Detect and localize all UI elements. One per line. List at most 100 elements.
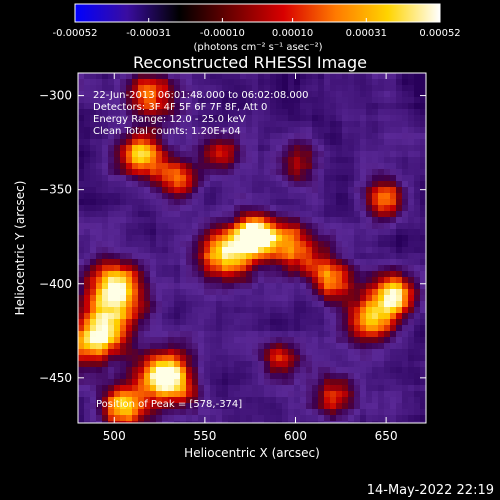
heatmap-cell [342, 361, 349, 368]
heatmap-cell [138, 181, 145, 188]
heatmap-cell [180, 325, 187, 332]
heatmap-cell [372, 157, 379, 164]
heatmap-cell [96, 175, 103, 182]
heatmap-cell [264, 307, 271, 314]
heatmap-cell [420, 373, 426, 380]
heatmap-cell [372, 97, 379, 104]
heatmap-cell [96, 295, 103, 302]
heatmap-cell [186, 187, 193, 194]
heatmap-cell [180, 157, 187, 164]
heatmap-cell [126, 187, 133, 194]
heatmap-cell [84, 289, 91, 296]
heatmap-cell [318, 331, 325, 338]
heatmap-cell [198, 97, 205, 104]
heatmap-cell [234, 337, 241, 344]
heatmap-cell [174, 343, 181, 350]
heatmap-cell [384, 277, 391, 284]
heatmap-cell [222, 115, 229, 122]
heatmap-cell [354, 367, 361, 374]
heatmap-cell [336, 373, 343, 380]
heatmap-cell [354, 361, 361, 368]
heatmap-cell [102, 385, 109, 392]
heatmap-cell [324, 349, 331, 356]
heatmap-cell [384, 379, 391, 386]
heatmap-cell [138, 205, 145, 212]
heatmap-cell [186, 211, 193, 218]
heatmap-cell [348, 211, 355, 218]
heatmap-cell [276, 415, 283, 422]
heatmap-cell [180, 271, 187, 278]
heatmap-cell [120, 199, 127, 206]
heatmap-cell [222, 277, 229, 284]
heatmap-cell [150, 235, 157, 242]
heatmap-cell [192, 355, 199, 362]
heatmap-cell [318, 409, 325, 416]
heatmap-cell [246, 277, 253, 284]
heatmap-cell [186, 301, 193, 308]
heatmap-cell [162, 169, 169, 176]
heatmap-cell [324, 367, 331, 374]
heatmap-cell [90, 217, 97, 224]
heatmap-cell [324, 331, 331, 338]
heatmap-cell [198, 253, 205, 260]
heatmap-cell [78, 145, 85, 152]
heatmap-cell [282, 283, 289, 290]
heatmap-cell [378, 175, 385, 182]
heatmap-cell [288, 295, 295, 302]
heatmap-cell [318, 127, 325, 134]
heatmap-cell [90, 211, 97, 218]
heatmap-cell [198, 307, 205, 314]
heatmap-cell [156, 271, 163, 278]
heatmap-cell [252, 379, 259, 386]
heatmap-cell [162, 355, 169, 362]
heatmap-cell [270, 337, 277, 344]
heatmap-cell [162, 163, 169, 170]
heatmap-cell [162, 265, 169, 272]
heatmap-cell [342, 277, 349, 284]
heatmap-cell [390, 247, 397, 254]
heatmap-cell [102, 367, 109, 374]
heatmap-cell [396, 397, 403, 404]
heatmap-cell [168, 85, 175, 92]
heatmap-cell [144, 289, 151, 296]
heatmap-cell [336, 355, 343, 362]
heatmap-cell [336, 85, 343, 92]
heatmap-cell [402, 85, 409, 92]
heatmap-cell [396, 343, 403, 350]
heatmap-cell [252, 247, 259, 254]
heatmap-cell [78, 331, 85, 338]
heatmap-cell [288, 103, 295, 110]
heatmap-cell [264, 301, 271, 308]
heatmap-cell [360, 121, 367, 128]
heatmap-cell [390, 379, 397, 386]
heatmap-cell [420, 277, 426, 284]
heatmap-cell [408, 283, 415, 290]
heatmap-cell [114, 343, 121, 350]
heatmap-cell [96, 265, 103, 272]
heatmap-cell [258, 181, 265, 188]
heatmap-cell [420, 145, 426, 152]
heatmap-cell [252, 307, 259, 314]
heatmap-cell [204, 205, 211, 212]
heatmap-cell [84, 163, 91, 170]
heatmap-cell [192, 127, 199, 134]
heatmap-cell [186, 73, 193, 80]
heatmap-cell [384, 415, 391, 422]
heatmap-cell [216, 217, 223, 224]
heatmap-cell [324, 103, 331, 110]
heatmap-cell [132, 193, 139, 200]
heatmap-cell [312, 163, 319, 170]
heatmap-cell [414, 295, 421, 302]
heatmap-cell [264, 355, 271, 362]
heatmap-cell [312, 259, 319, 266]
heatmap-cell [192, 187, 199, 194]
heatmap-cell [90, 115, 97, 122]
heatmap-cell [96, 115, 103, 122]
heatmap-cell [258, 97, 265, 104]
heatmap-cell [414, 403, 421, 410]
heatmap-cell [96, 223, 103, 230]
heatmap-cell [408, 109, 415, 116]
heatmap-cell [180, 367, 187, 374]
heatmap-cell [276, 175, 283, 182]
heatmap-cell [408, 319, 415, 326]
